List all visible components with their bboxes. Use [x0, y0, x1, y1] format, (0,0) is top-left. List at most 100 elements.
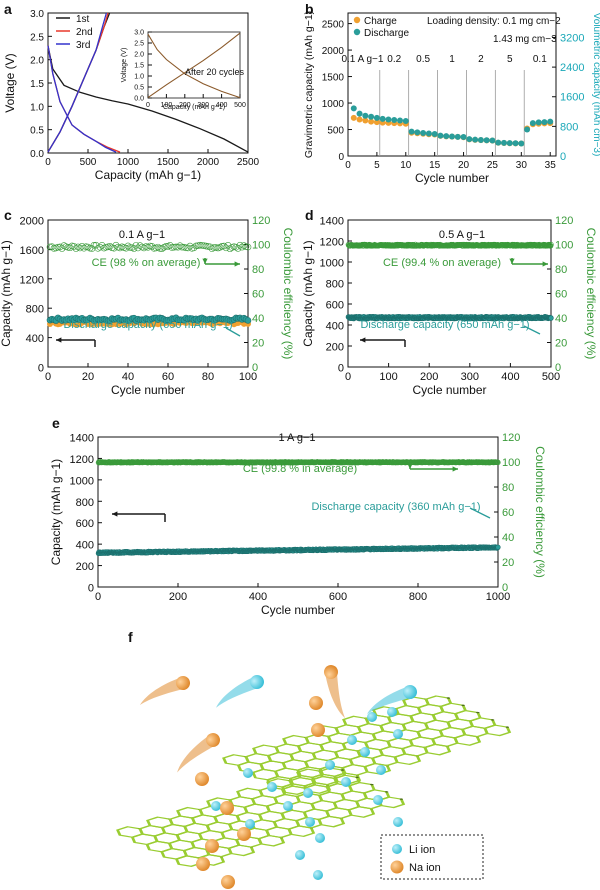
x-tick-label: 20 [82, 371, 94, 383]
ce-point [244, 243, 252, 251]
ce-label: CE (98 % on average) [92, 257, 201, 269]
discharge-point [356, 110, 363, 117]
x-tick-label: 300 [197, 102, 209, 109]
x-tick-label: 0 [345, 160, 351, 171]
hex-cell [483, 724, 512, 737]
right-tick-label: 20 [555, 338, 567, 350]
ce-arrow-head [234, 261, 240, 267]
voltage-curve-3rd-charge [47, 12, 108, 153]
ce-point [156, 245, 164, 252]
y-tick-label: 1000 [322, 99, 345, 110]
voltage-curve-3rd [47, 45, 117, 153]
y-tick-label: 1.0 [134, 74, 144, 81]
discharge-point [350, 105, 357, 112]
li-ion [393, 817, 403, 827]
li-ion [367, 712, 377, 722]
discharge-point [373, 114, 380, 121]
legend-discharge-marker [353, 28, 361, 36]
y-tick-label: 2000 [20, 216, 44, 228]
y-tick-label: 1000 [320, 258, 344, 270]
y-tick-label: 400 [26, 333, 44, 345]
na-ion-falling [139, 676, 190, 706]
charge-point [356, 116, 363, 123]
discharge-point [414, 129, 421, 136]
na-ion [237, 827, 251, 841]
y-axis-label: Capacity (mAh g−1) [49, 459, 63, 565]
x-tick-label: 500 [542, 371, 560, 383]
y-tick-label: 1000 [70, 475, 94, 487]
charge-point [373, 119, 380, 126]
panel-letter-d: d [305, 207, 314, 223]
li-ion [341, 777, 351, 787]
y-tick-label: 0.5 [30, 126, 44, 137]
y-tick-label: 3.0 [30, 9, 44, 20]
x-axis-label: Cycle number [415, 171, 489, 185]
rate-label: 0.5 A g−1 [439, 229, 485, 241]
right-tick-label: 1600 [560, 92, 584, 104]
li-ion [305, 817, 315, 827]
discharge-point [512, 140, 519, 147]
y-tick-label: 1.5 [30, 79, 44, 90]
x-tick-label: 400 [216, 102, 228, 109]
na-ion [311, 723, 325, 737]
y-tick-label: 1600 [20, 245, 44, 257]
li-ion [315, 833, 325, 843]
discharge-point [495, 544, 501, 550]
charge-point [350, 114, 357, 121]
x-tick-label: 200 [169, 591, 187, 603]
x-tick-label: 40 [122, 371, 134, 383]
discharge-point [431, 131, 438, 138]
x-tick-label: 15 [429, 160, 441, 171]
na-ion [205, 839, 219, 853]
discharge-point [391, 116, 398, 123]
y-tick-label: 2500 [322, 20, 345, 31]
ce-point [220, 242, 228, 250]
y-tick-label: 1500 [322, 73, 345, 84]
panel-letter-e: e [52, 415, 60, 431]
x-tick-label: 800 [409, 591, 427, 603]
li-ion [360, 747, 370, 757]
li-ion [313, 870, 323, 880]
y-tick-label: 3.0 [134, 30, 144, 37]
right-tick-label: 80 [502, 482, 514, 494]
right-tick-label: 3200 [560, 32, 584, 44]
discharge-point [524, 126, 531, 133]
ce-point [226, 245, 234, 253]
right-tick-label: 40 [252, 313, 264, 325]
panel-e: 0 200 400 600 800 100002004006008001000120014… [49, 432, 547, 617]
rate-label: 0.2 [387, 54, 401, 65]
right-tick-label: 0 [560, 151, 566, 163]
x-tick-label: 0 [146, 102, 150, 109]
panel-b: 0 5 10 15 20 25 30 3505001000150020002500Cycle … [303, 11, 600, 185]
y-axis-label: Voltage (V) [3, 53, 17, 112]
ce-point [190, 244, 198, 252]
charge-point [362, 117, 369, 124]
right-tick-label: 120 [555, 215, 573, 227]
rate-label: 0.1 [533, 54, 547, 65]
y-tick-label: 2.0 [30, 56, 44, 67]
ce-point [84, 243, 92, 251]
plot-frame [47, 219, 249, 368]
x-tick-label: 0 [345, 371, 351, 383]
y-tick-label: 600 [326, 300, 344, 312]
li-ion [267, 782, 277, 792]
y-tick-label: 1200 [20, 274, 44, 286]
right-tick-label: 0 [502, 582, 508, 594]
ce-point [60, 242, 68, 249]
x-tick-label: 80 [202, 371, 214, 383]
volumetric-density-note: 1.43 mg cm−3 [493, 34, 557, 45]
hex-cell [468, 717, 497, 729]
y-tick-label: 800 [326, 279, 344, 291]
discharge-label: Discharge capacity (360 mAh g−1) [311, 501, 480, 513]
li-ion [373, 795, 383, 805]
x-tick-label: 2500 [237, 157, 260, 168]
y-tick-label: 400 [326, 321, 344, 333]
y-tick-label: 2000 [322, 46, 345, 57]
na-ion [220, 801, 234, 815]
ce-arrow-stem-head [202, 258, 208, 264]
na-ion [195, 772, 209, 786]
ce-arrow-head [542, 261, 548, 267]
discharge-point [385, 116, 392, 123]
